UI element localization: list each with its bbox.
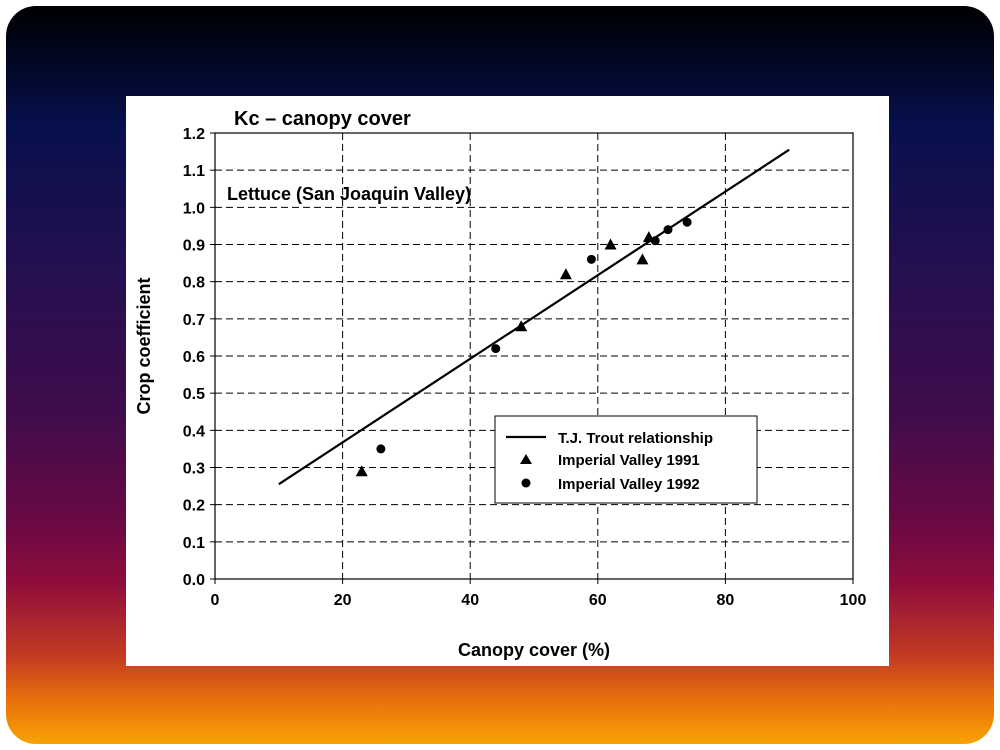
circle-data-point xyxy=(376,444,386,454)
data-series xyxy=(278,148,790,486)
circle-data-point xyxy=(586,254,596,264)
x-tick-label: 100 xyxy=(840,592,867,609)
y-tick-label: 0.3 xyxy=(183,461,205,478)
y-tick-label: 1.1 xyxy=(183,163,205,180)
circle-data-point xyxy=(682,217,692,227)
scatter-chart: 0 20 40 60 80 100 0.0 0.1 0.2 0.3 0.4 0.5 0.6 0.7 0.8 0… xyxy=(134,108,867,660)
y-tick-label: 0.6 xyxy=(183,349,205,366)
x-axis-title: Canopy cover (%) xyxy=(458,640,610,660)
x-tick-label: 40 xyxy=(461,592,479,609)
legend-label-1991: Imperial Valley 1991 xyxy=(558,452,700,469)
chart-annotation: Lettuce (San Joaquin Valley) xyxy=(227,184,471,204)
y-tick-label: 0.9 xyxy=(183,238,205,255)
y-tick-label: 0.0 xyxy=(183,572,205,589)
legend-circle-marker xyxy=(521,478,531,488)
slide-background: 0 20 40 60 80 100 0.0 0.1 0.2 0.3 0.4 0.5 0.6 0.7 0.8 0… xyxy=(6,6,994,744)
y-tick-label: 0.1 xyxy=(183,535,205,552)
axis-ticks: 0 20 40 60 80 100 0.0 0.1 0.2 0.3 0.4 0.5 0.6 0.7 0.8 0… xyxy=(183,126,867,609)
y-axis-title: Crop coefficient xyxy=(134,277,154,414)
y-tick-label: 0.5 xyxy=(183,386,205,403)
trout-relationship-line xyxy=(278,148,790,486)
triangle-data-point xyxy=(355,465,368,477)
triangle-data-point xyxy=(636,253,649,265)
circle-data-point xyxy=(650,236,660,246)
x-tick-label: 0 xyxy=(211,592,220,609)
x-tick-label: 80 xyxy=(717,592,735,609)
y-tick-label: 0.4 xyxy=(183,423,205,440)
x-tick-label: 60 xyxy=(589,592,607,609)
legend-box xyxy=(494,415,758,504)
legend: T.J. Trout relationship Imperial Valley … xyxy=(494,415,758,504)
legend-label-trout: T.J. Trout relationship xyxy=(558,430,713,447)
circle-data-point xyxy=(491,344,501,354)
triangle-data-point xyxy=(604,238,617,250)
triangle-data-point xyxy=(559,268,572,280)
triangle-data-point xyxy=(515,320,528,332)
chart-panel: 0 20 40 60 80 100 0.0 0.1 0.2 0.3 0.4 0.5 0.6 0.7 0.8 0… xyxy=(126,96,889,666)
legend-triangle-marker xyxy=(520,454,532,464)
circle-data-point xyxy=(663,225,673,235)
legend-label-1992: Imperial Valley 1992 xyxy=(558,476,700,493)
y-tick-label: 0.7 xyxy=(183,312,205,329)
y-tick-label: 0.8 xyxy=(183,275,205,292)
y-tick-label: 1.2 xyxy=(183,126,205,143)
chart-title: Kc – canopy cover xyxy=(234,108,411,130)
y-tick-label: 0.2 xyxy=(183,498,205,515)
x-tick-label: 20 xyxy=(334,592,352,609)
y-tick-label: 1.0 xyxy=(183,200,205,217)
